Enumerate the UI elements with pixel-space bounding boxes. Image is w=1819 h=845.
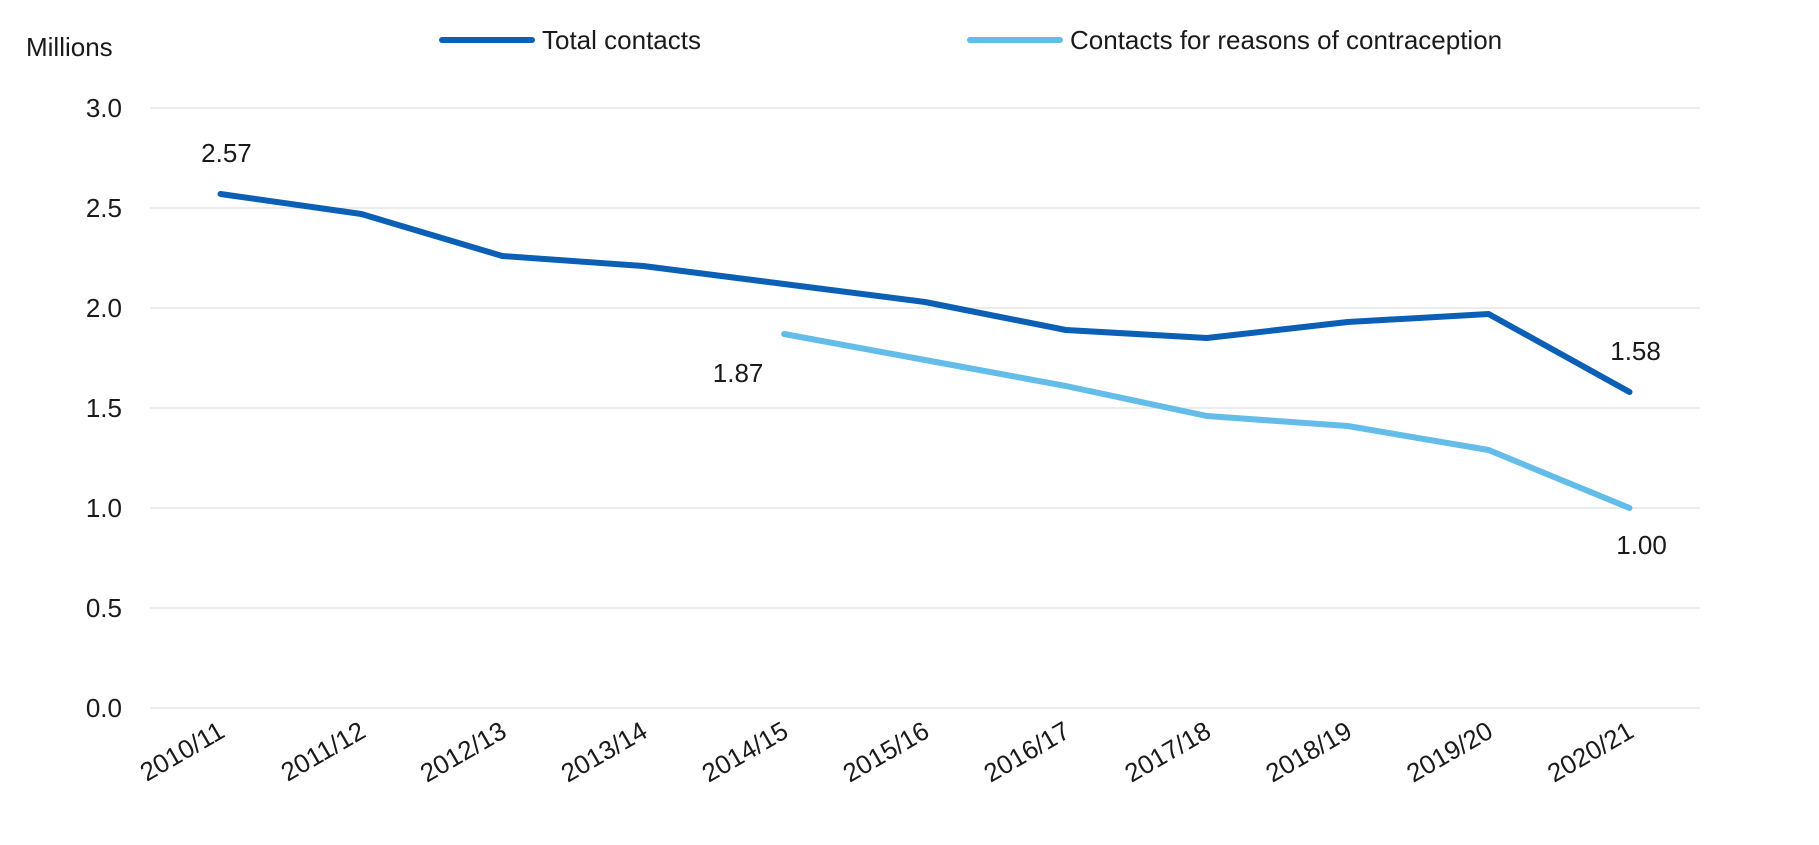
x-tick-label: 2016/17 (979, 715, 1075, 788)
y-tick-label: 1.0 (86, 493, 122, 523)
y-axis-tick-labels: 0.0 0.5 1.0 1.5 2.0 2.5 3.0 (86, 93, 122, 723)
legend: Total contacts Contacts for reasons of co… (439, 25, 1502, 55)
series-lines (217, 191, 1633, 511)
x-tick-label: 2012/13 (415, 715, 511, 788)
x-tick-label: 2020/21 (1542, 715, 1638, 788)
y-tick-label: 2.0 (86, 293, 122, 323)
y-tick-label: 0.5 (86, 593, 122, 623)
x-tick-label: 2013/14 (556, 715, 652, 788)
y-tick-label: 3.0 (86, 93, 122, 123)
data-label: 2.57 (201, 138, 252, 168)
x-tick-label: 2017/18 (1119, 715, 1215, 788)
y-tick-label: 0.0 (86, 693, 122, 723)
legend-label: Total contacts (542, 25, 701, 55)
y-tick-label: 2.5 (86, 193, 122, 223)
data-label: 1.58 (1610, 336, 1661, 366)
x-tick-label: 2010/11 (135, 715, 230, 787)
data-labels: 2.57 1.58 1.87 1.00 (201, 138, 1667, 560)
series-line-total-contacts (217, 191, 1633, 395)
series-line-contraception-contacts (781, 331, 1633, 511)
y-axis-unit-label: Millions (26, 32, 113, 62)
gridlines (150, 107, 1700, 709)
data-label: 1.87 (713, 358, 764, 388)
y-tick-label: 1.5 (86, 393, 122, 423)
legend-label: Contacts for reasons of contraception (1070, 25, 1502, 55)
x-tick-label: 2011/12 (276, 715, 371, 787)
x-tick-label: 2014/15 (697, 715, 793, 788)
x-tick-label: 2019/20 (1401, 715, 1497, 788)
x-tick-label: 2015/16 (838, 715, 934, 788)
x-axis-tick-labels: 2010/11 2011/12 2012/13 2013/14 2014/15 2015/… (135, 715, 1639, 788)
x-tick-label: 2018/19 (1260, 715, 1356, 788)
data-label: 1.00 (1616, 530, 1667, 560)
